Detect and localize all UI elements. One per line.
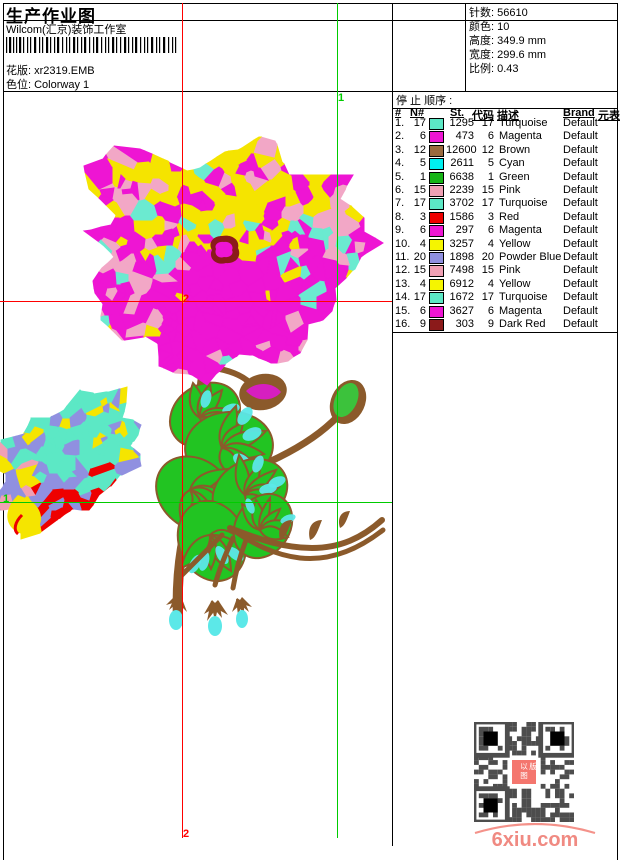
svg-text:版: 版 — [529, 761, 537, 771]
svg-text:图: 图 — [520, 771, 528, 780]
svg-text:以: 以 — [520, 762, 528, 771]
svg-text:6xiu.com: 6xiu.com — [492, 829, 579, 849]
